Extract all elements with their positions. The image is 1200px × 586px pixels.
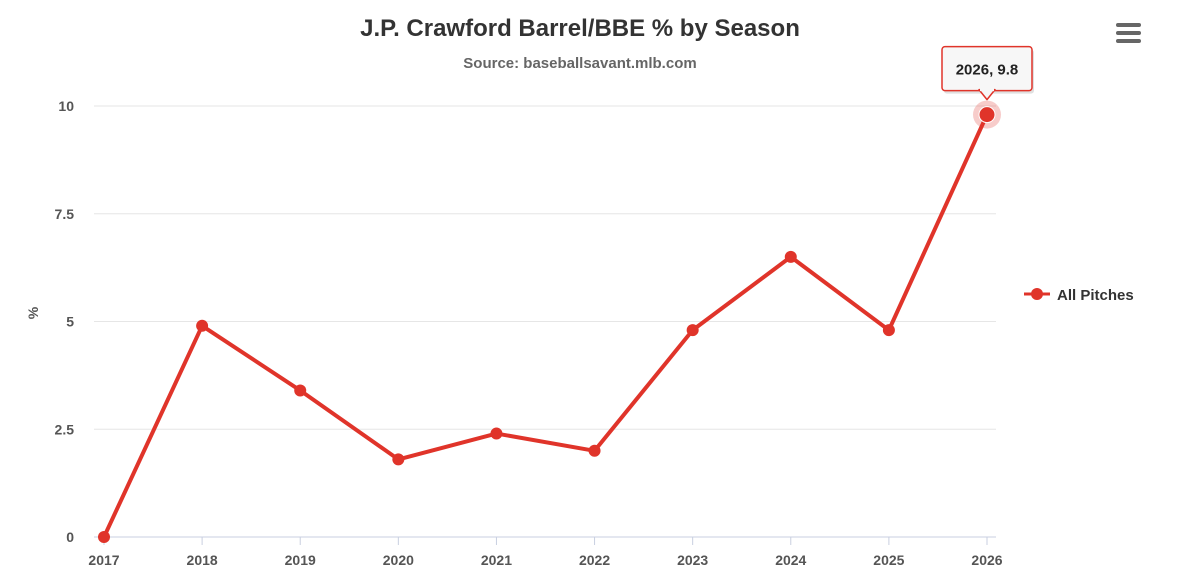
legend-item-label[interactable]: All Pitches: [1057, 287, 1134, 304]
data-point[interactable]: [978, 106, 996, 124]
data-point[interactable]: [294, 384, 307, 397]
x-axis-ticks: 2017 2018 2019 2020 2021 2022 2023 2024 2025 2026: [88, 537, 1003, 568]
tooltip-label: 2026, 9.8: [956, 62, 1019, 79]
y-tick-label: 0: [66, 529, 74, 545]
legend-point-marker: [1031, 288, 1043, 300]
x-tick-label: 2020: [383, 552, 414, 568]
x-tick-label: 2026: [971, 552, 1002, 568]
y-tick-label: 7.5: [55, 206, 75, 222]
chart-title: J.P. Crawford Barrel/BBE % by Season: [360, 15, 800, 42]
data-point[interactable]: [490, 427, 503, 440]
context-menu-button[interactable]: [1112, 18, 1144, 48]
hamburger-menu-icon[interactable]: [1116, 23, 1141, 27]
data-point[interactable]: [196, 319, 209, 332]
series: [98, 100, 1001, 543]
data-point[interactable]: [392, 453, 405, 466]
x-tick-label: 2022: [579, 552, 610, 568]
y-tick-label: 5: [66, 314, 74, 330]
y-axis-title: %: [25, 306, 41, 319]
data-point[interactable]: [686, 324, 699, 337]
chart-subtitle: Source: baseballsavant.mlb.com: [463, 55, 696, 72]
data-point[interactable]: [882, 324, 895, 337]
x-tick-label: 2024: [775, 552, 806, 568]
data-point[interactable]: [784, 250, 797, 263]
series-line: [102, 113, 989, 538]
tooltip: 2026, 9.8: [941, 45, 1034, 101]
x-tick-label: 2025: [873, 552, 904, 568]
y-tick-label: 2.5: [55, 421, 75, 437]
y-tick-label: 10: [58, 98, 74, 114]
x-tick-label: 2018: [187, 552, 218, 568]
y-axis-ticks: 0 2.5 5 7.5 10: [55, 98, 75, 545]
data-point[interactable]: [98, 531, 110, 543]
data-point[interactable]: [588, 444, 601, 457]
x-tick-label: 2017: [88, 552, 119, 568]
x-tick-label: 2023: [677, 552, 708, 568]
grid: [94, 105, 996, 538]
x-tick-label: 2019: [285, 552, 316, 568]
x-tick-label: 2021: [481, 552, 512, 568]
legend[interactable]: All Pitches: [1024, 287, 1134, 304]
